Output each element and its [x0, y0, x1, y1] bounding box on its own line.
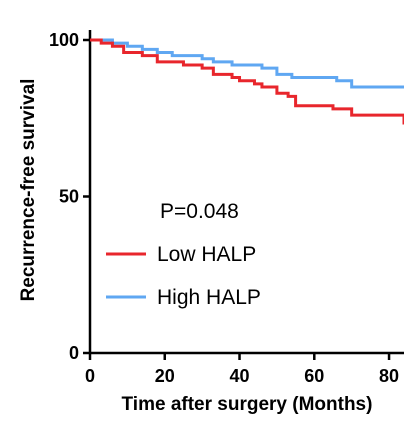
x-axis-title: Time after surgery (Months) — [122, 394, 373, 415]
axes — [88, 30, 404, 355]
x-tick-label: 60 — [304, 366, 324, 386]
y-tick-label: 100 — [49, 30, 79, 50]
x-tick-label: 20 — [155, 366, 175, 386]
x-tick-label: 40 — [230, 366, 250, 386]
series-line-high-halp — [90, 38, 404, 89]
series-line-low-halp — [90, 38, 404, 125]
y-tick-label: 50 — [59, 187, 79, 207]
p-value-annotation: P=0.048 — [160, 200, 239, 223]
legend-label-high-halp: High HALP — [157, 286, 261, 309]
y-ticks: 0 50 100 — [49, 30, 90, 363]
y-axis-title: Recurrence-free survival — [18, 79, 39, 302]
survival-curves — [90, 38, 404, 125]
x-ticks: 0 20 40 60 80 — [85, 353, 399, 386]
y-tick-label: 0 — [69, 343, 79, 363]
legend-label-low-halp: Low HALP — [157, 243, 256, 266]
legend: Low HALP High HALP — [106, 243, 261, 309]
x-tick-label: 80 — [379, 366, 399, 386]
x-tick-label: 0 — [85, 366, 95, 386]
